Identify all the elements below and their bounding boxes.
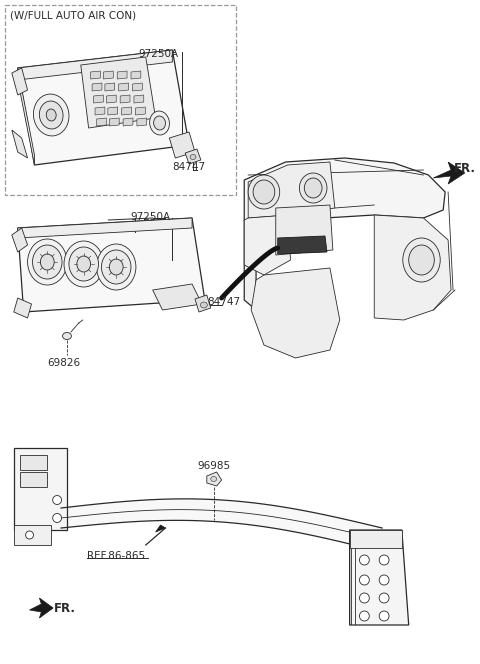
Ellipse shape — [211, 477, 216, 481]
Polygon shape — [109, 118, 119, 126]
Ellipse shape — [379, 593, 389, 603]
Ellipse shape — [34, 94, 69, 136]
Polygon shape — [117, 71, 127, 79]
Ellipse shape — [201, 302, 207, 308]
Text: FR.: FR. — [454, 162, 476, 175]
Polygon shape — [103, 71, 113, 79]
Polygon shape — [123, 118, 133, 126]
Text: FR.: FR. — [54, 602, 76, 615]
Polygon shape — [433, 162, 465, 184]
Ellipse shape — [39, 101, 63, 129]
Polygon shape — [131, 71, 141, 79]
Polygon shape — [30, 598, 53, 618]
Polygon shape — [135, 107, 145, 115]
Polygon shape — [18, 50, 172, 80]
Polygon shape — [94, 95, 103, 103]
Ellipse shape — [96, 244, 136, 290]
Polygon shape — [91, 71, 100, 79]
Polygon shape — [121, 107, 132, 115]
Polygon shape — [137, 118, 147, 126]
Text: 84747: 84747 — [172, 162, 205, 172]
Ellipse shape — [379, 611, 389, 621]
Polygon shape — [12, 228, 27, 252]
Ellipse shape — [403, 238, 440, 282]
Ellipse shape — [46, 109, 56, 121]
Ellipse shape — [25, 531, 34, 539]
Ellipse shape — [40, 254, 54, 270]
Ellipse shape — [53, 513, 61, 523]
Ellipse shape — [27, 239, 67, 285]
Ellipse shape — [101, 250, 131, 284]
Polygon shape — [169, 132, 195, 158]
Ellipse shape — [150, 111, 169, 135]
Polygon shape — [81, 57, 156, 128]
Text: 84747: 84747 — [207, 297, 240, 307]
Ellipse shape — [248, 175, 280, 209]
Polygon shape — [156, 525, 166, 532]
Polygon shape — [185, 149, 201, 164]
Polygon shape — [374, 215, 451, 320]
Polygon shape — [20, 455, 47, 470]
Polygon shape — [248, 162, 335, 218]
Polygon shape — [349, 530, 402, 548]
Ellipse shape — [304, 178, 322, 198]
Ellipse shape — [77, 256, 91, 272]
Text: 97250A: 97250A — [130, 212, 170, 222]
Ellipse shape — [379, 555, 389, 565]
Polygon shape — [244, 220, 256, 310]
Ellipse shape — [300, 173, 327, 203]
Polygon shape — [108, 107, 118, 115]
Ellipse shape — [109, 259, 123, 275]
Polygon shape — [107, 95, 116, 103]
Ellipse shape — [53, 495, 61, 505]
Ellipse shape — [360, 593, 369, 603]
Ellipse shape — [360, 575, 369, 585]
Polygon shape — [244, 215, 290, 275]
Polygon shape — [153, 284, 202, 310]
Text: REF.86-865: REF.86-865 — [87, 551, 145, 561]
Polygon shape — [92, 83, 102, 91]
Polygon shape — [120, 95, 130, 103]
Ellipse shape — [360, 555, 369, 565]
Polygon shape — [18, 218, 192, 238]
Ellipse shape — [64, 241, 103, 287]
Text: 69826: 69826 — [47, 358, 80, 368]
Ellipse shape — [154, 116, 166, 130]
Polygon shape — [134, 95, 144, 103]
Polygon shape — [244, 158, 445, 228]
Polygon shape — [95, 107, 105, 115]
Polygon shape — [18, 50, 189, 165]
Ellipse shape — [69, 247, 98, 281]
Polygon shape — [14, 298, 32, 318]
Ellipse shape — [408, 245, 434, 275]
Polygon shape — [20, 472, 47, 487]
Polygon shape — [12, 68, 27, 95]
Polygon shape — [61, 499, 382, 552]
Polygon shape — [195, 295, 211, 312]
Ellipse shape — [360, 611, 369, 621]
Ellipse shape — [62, 333, 72, 339]
Polygon shape — [278, 236, 327, 254]
Polygon shape — [105, 83, 115, 91]
Polygon shape — [276, 205, 333, 255]
Polygon shape — [132, 83, 142, 91]
Polygon shape — [18, 68, 35, 165]
Text: (W/FULL AUTO AIR CON): (W/FULL AUTO AIR CON) — [10, 10, 136, 20]
Polygon shape — [14, 448, 67, 530]
Polygon shape — [207, 472, 222, 486]
Polygon shape — [18, 218, 205, 312]
Ellipse shape — [253, 180, 275, 204]
Polygon shape — [12, 130, 27, 158]
Text: 97250A: 97250A — [138, 49, 178, 59]
Ellipse shape — [190, 155, 196, 159]
Polygon shape — [96, 118, 107, 126]
Text: 96985: 96985 — [197, 461, 230, 471]
Polygon shape — [119, 83, 129, 91]
Polygon shape — [251, 268, 340, 358]
Polygon shape — [349, 530, 408, 625]
Ellipse shape — [379, 575, 389, 585]
Ellipse shape — [33, 245, 62, 279]
Polygon shape — [14, 525, 51, 545]
